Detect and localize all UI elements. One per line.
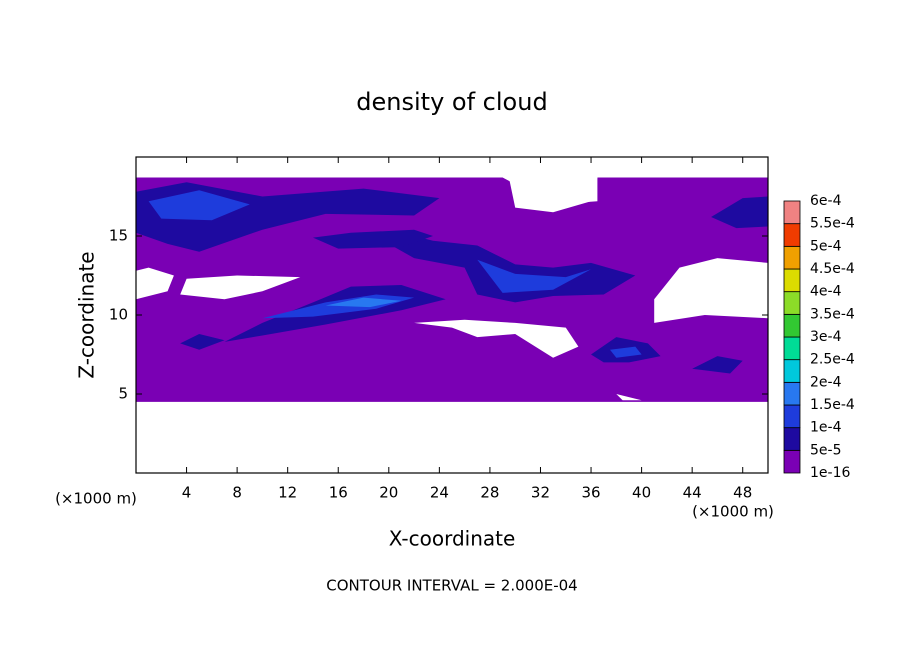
- colorbar-label: 2.5e-4: [810, 352, 855, 368]
- x-axis-label: X-coordinate: [389, 527, 516, 551]
- colorbar-box: [783, 336, 801, 361]
- y-unit-label: (×1000 m): [55, 490, 137, 508]
- colorbar-box: [783, 268, 801, 293]
- y-tick-label: 10: [109, 306, 128, 324]
- x-unit-label: (×1000 m): [692, 503, 774, 521]
- x-tick-label: 32: [531, 484, 550, 502]
- colorbar-label: 4e-4: [810, 284, 842, 300]
- colorbar-box: [783, 427, 801, 451]
- contour-region: [180, 334, 225, 350]
- x-tick-label: 44: [683, 484, 702, 502]
- y-axis-label: Z-coordinate: [75, 251, 99, 378]
- colorbar-label: 5e-4: [810, 238, 842, 254]
- colorbar-box: [783, 404, 801, 429]
- colorbar-box: [783, 223, 801, 247]
- empty-region: [180, 275, 301, 300]
- colorbar-box: [783, 313, 801, 338]
- y-tick-label: 15: [109, 227, 128, 245]
- colorbar-label: 1.5e-4: [810, 397, 855, 413]
- contour-region: [148, 190, 250, 221]
- contour-region: [325, 297, 402, 308]
- colorbar-box: [783, 245, 801, 270]
- colorbar-label: 1e-4: [810, 420, 842, 436]
- x-tick-label: 40: [632, 484, 651, 502]
- x-tick-label: 28: [480, 484, 499, 502]
- contour-region: [610, 346, 642, 358]
- contour-region: [477, 259, 591, 293]
- empty-region: [616, 394, 642, 401]
- x-tick-label: 24: [430, 484, 449, 502]
- colorbar-label: 6e-4: [810, 193, 842, 209]
- colorbar-box: [783, 381, 801, 406]
- y-tick-label: 5: [118, 385, 128, 403]
- x-tick-label: 48: [733, 484, 752, 502]
- contour-region: [313, 229, 433, 249]
- x-tick-label: 20: [379, 484, 398, 502]
- x-tick-label: 8: [232, 484, 242, 502]
- contour-region: [711, 196, 768, 229]
- colorbar-label: 4.5e-4: [810, 261, 855, 277]
- colorbar-box: [783, 359, 801, 383]
- empty-region: [654, 258, 768, 323]
- colorbar-box: [783, 200, 801, 225]
- empty-region: [508, 177, 598, 213]
- colorbar-label: 2e-4: [810, 374, 842, 390]
- x-tick-label: 4: [182, 484, 192, 502]
- colorbar-label: 3.5e-4: [810, 306, 855, 322]
- footer: CONTOUR INTERVAL = 2.000E-04: [326, 577, 577, 595]
- colorbar-label: 5.5e-4: [810, 216, 855, 232]
- contour-region: [388, 232, 636, 303]
- contour-region: [692, 356, 743, 374]
- colorbar-label: 5e-5: [810, 442, 841, 458]
- empty-region: [136, 267, 174, 300]
- colorbar-label: 3e-4: [810, 329, 842, 345]
- x-tick-label: 16: [329, 484, 348, 502]
- x-tick-label: 36: [581, 484, 600, 502]
- empty-region: [414, 319, 579, 358]
- x-tick-label: 12: [278, 484, 297, 502]
- colorbar-label: 1e-16: [810, 465, 850, 481]
- colorbar-box: [783, 291, 801, 315]
- chart-title: density of cloud: [356, 88, 547, 116]
- colorbar-box: [783, 449, 801, 474]
